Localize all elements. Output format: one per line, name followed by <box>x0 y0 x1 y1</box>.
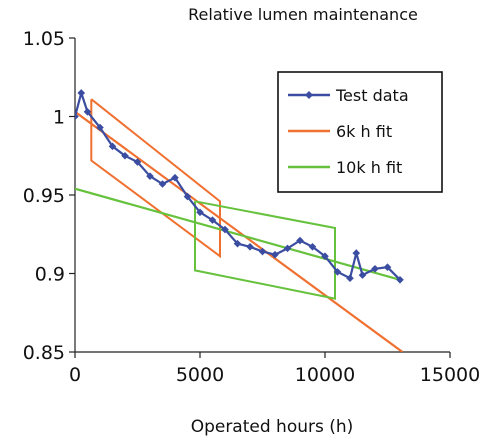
fit-band-10k-h-fit <box>194 200 336 300</box>
data-point <box>296 236 304 245</box>
data-point <box>77 89 86 97</box>
data-point <box>346 274 354 283</box>
data-point <box>221 225 229 234</box>
data-point <box>121 151 129 160</box>
y-tick-label: 0.9 <box>35 264 65 286</box>
data-point <box>96 123 104 132</box>
legend-entry: 6k h fit <box>336 122 392 141</box>
data-point <box>133 158 142 166</box>
data-point <box>283 244 292 253</box>
plot-area: 0.85 0.9 0.95 1 1.05 0 5000 10000 15000 <box>23 28 481 386</box>
x-tick-label: 15000 <box>420 364 480 386</box>
fit-band-6k-h-fit <box>90 98 221 259</box>
data-point <box>233 239 242 248</box>
x-tick-label: 10000 <box>295 364 355 386</box>
data-point <box>383 263 392 272</box>
data-point <box>208 216 217 224</box>
data-point <box>246 243 254 251</box>
data-point <box>196 208 204 217</box>
data-point <box>396 275 404 284</box>
data-point <box>321 252 329 261</box>
x-axis-label: Operated hours (h) <box>191 417 354 437</box>
chart-title: Relative lumen maintenance <box>188 5 418 24</box>
data-point <box>83 107 92 116</box>
data-point <box>75 112 79 121</box>
data-point <box>333 268 342 276</box>
data-point <box>108 142 117 151</box>
y-tick-label: 1.05 <box>23 28 65 50</box>
data-point <box>258 247 267 256</box>
data-point <box>171 173 179 182</box>
fit-line-6k-h-fit <box>75 110 404 352</box>
x-tick-label: 5000 <box>176 364 224 386</box>
fit-line-10k-h-fit <box>75 187 401 281</box>
data-point <box>271 250 279 259</box>
legend-entry: Test data <box>335 86 409 105</box>
data-point <box>183 192 192 201</box>
data-point <box>358 271 367 279</box>
data-point <box>158 180 167 188</box>
legend: Test data 6k h fit 10k h fit <box>277 71 443 193</box>
y-tick-label: 0.85 <box>23 342 65 364</box>
data-point <box>308 243 317 251</box>
y-tick-label: 1 <box>53 107 65 129</box>
legend-marker <box>305 91 313 99</box>
x-tick-label: 0 <box>69 364 81 386</box>
y-tick-label: 0.95 <box>23 185 65 207</box>
data-point <box>146 172 154 180</box>
data-point <box>352 249 361 257</box>
data-point <box>371 264 379 273</box>
legend-entry: 10k h fit <box>336 158 402 177</box>
plot-content <box>75 89 404 352</box>
